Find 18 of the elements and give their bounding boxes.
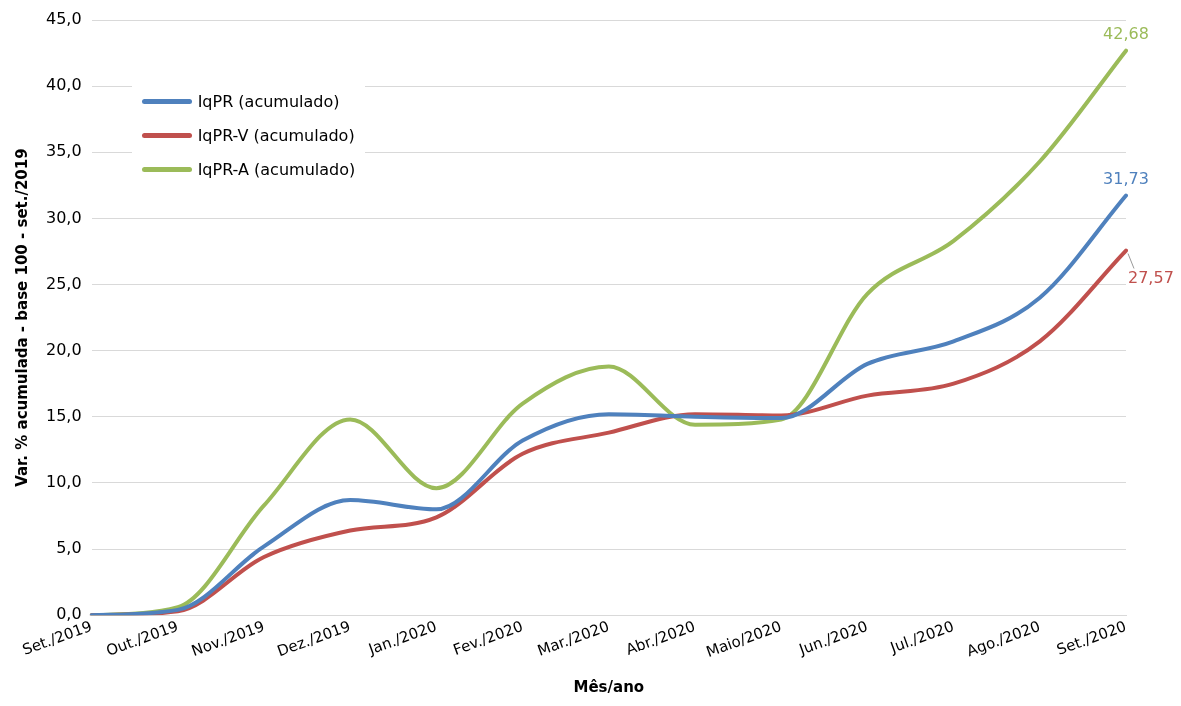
y-tick-label: 10,0: [46, 472, 82, 492]
legend-label: IqPR-V (acumulado): [197, 125, 355, 145]
y-tick-label: 15,0: [46, 405, 82, 425]
y-tick-label: 20,0: [46, 339, 82, 359]
y-tick-label: 40,0: [46, 75, 82, 95]
y-axis-title: Var. % acumulada - base 100 - set./2019: [12, 148, 31, 487]
legend-label: IqPR (acumulado): [197, 91, 340, 111]
data-label: 42,68: [1103, 23, 1149, 43]
data-label: 31,73: [1103, 168, 1149, 188]
y-tick-label: 45,0: [46, 9, 82, 29]
y-tick-label: 25,0: [46, 273, 82, 293]
legend-label: IqPR-A (acumulado): [197, 159, 356, 179]
data-label: 27,57: [1128, 267, 1174, 287]
x-axis-title: Mês/ano: [573, 677, 645, 696]
y-tick-label: 30,0: [46, 207, 82, 227]
y-tick-label: 5,0: [56, 538, 82, 558]
y-tick-label: 35,0: [46, 141, 82, 161]
y-tick-label: 0,0: [56, 604, 82, 624]
